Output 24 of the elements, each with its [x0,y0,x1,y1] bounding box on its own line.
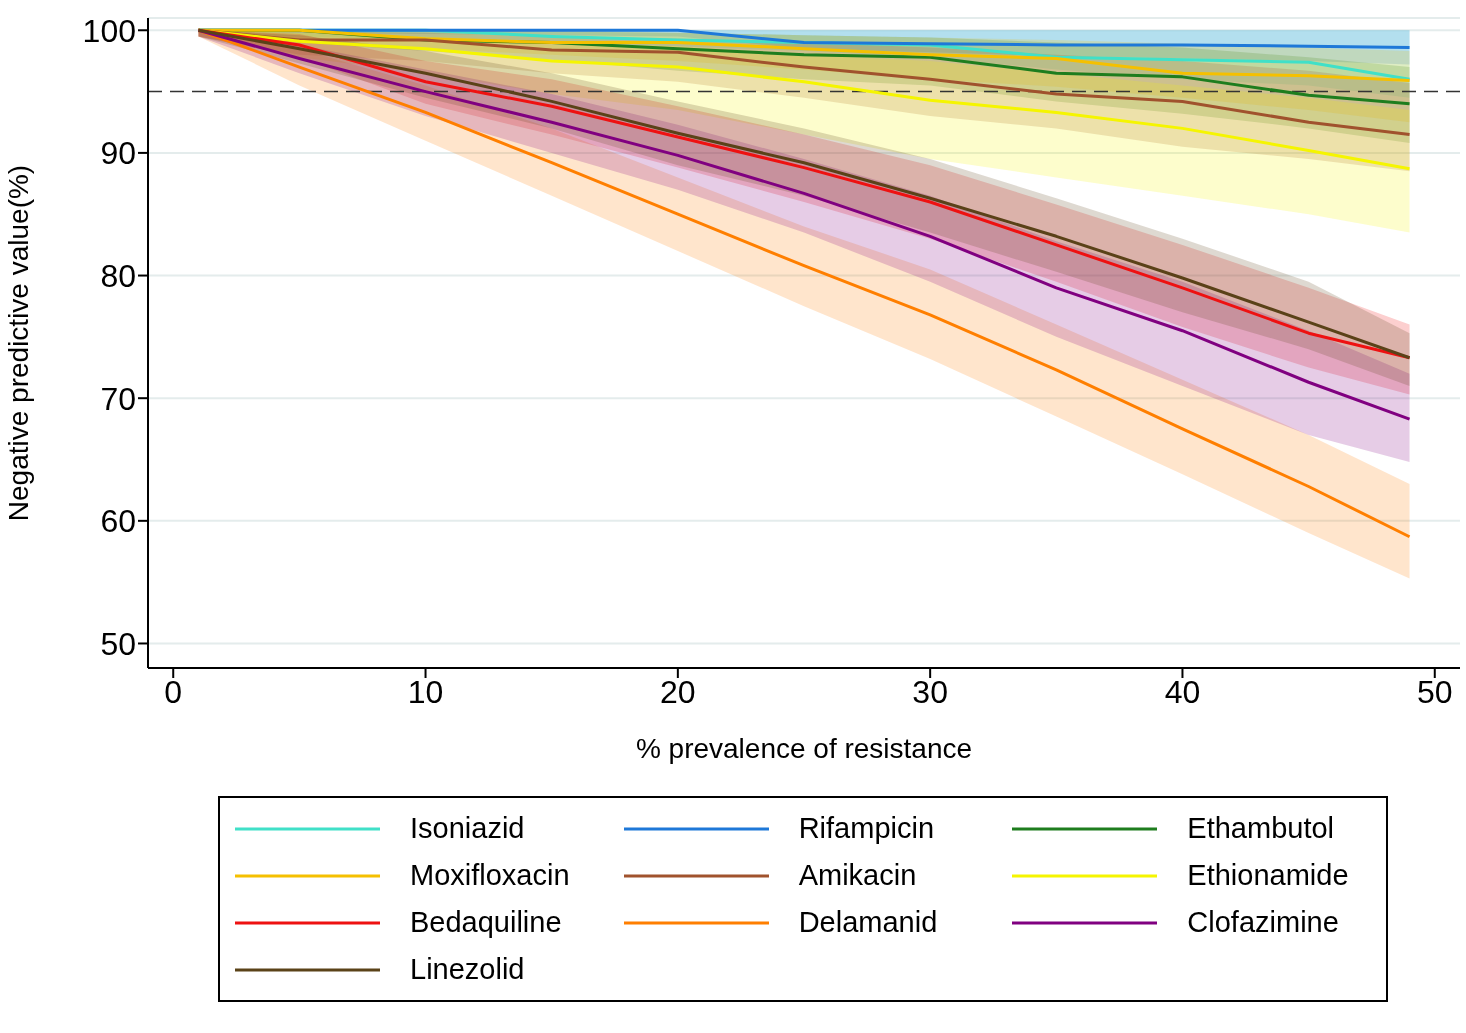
x-axis-title: % prevalence of resistance [635,733,973,764]
y-tick-label: 70 [100,380,136,417]
legend-label: Ethambutol [1187,812,1335,845]
x-tick-label: 40 [1164,673,1201,710]
x-tick-label: 0 [164,673,183,710]
x-tick-label: 50 [1416,673,1453,710]
legend-label: Clofazimine [1187,906,1339,939]
y-tick-label: 50 [100,625,136,662]
x-tick-label: 30 [912,673,948,710]
x-tick-label: 20 [660,673,696,710]
x-tick-label: 10 [407,673,444,710]
legend-label: Rifampicin [798,812,935,845]
legend-label: Linezolid [410,953,525,986]
y-tick-label: 60 [100,503,136,540]
legend-label: Bedaquiline [410,906,562,939]
y-axis-title: Negative predictive value(%) [2,164,34,522]
legend-label: Amikacin [798,859,917,892]
legend-label: Isoniazid [410,812,525,845]
legend-label: Moxifloxacin [410,859,570,892]
y-tick-label: 100 [82,12,136,49]
y-tick-label: 80 [100,257,136,294]
y-tick-label: 90 [100,135,136,172]
legend-label: Ethionamide [1187,859,1349,892]
legend-label: Delamanid [798,906,938,939]
